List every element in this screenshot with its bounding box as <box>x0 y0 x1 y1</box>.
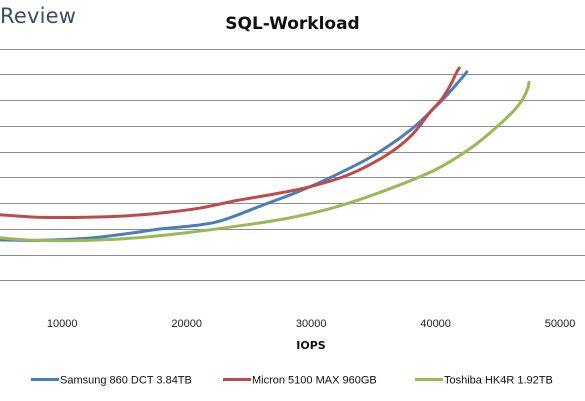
x-tick-40000: 40000 <box>420 318 451 330</box>
brand-logo-text: Review <box>0 4 77 28</box>
legend: Samsung 860 DCT 3.84TB Micron 5100 MAX 96… <box>31 375 553 387</box>
legend-label-3: Toshiba HK4R 1.92TB <box>444 375 553 387</box>
x-tick-50000: 50000 <box>545 318 576 330</box>
legend-label-1: Samsung 860 DCT 3.84TB <box>60 375 192 387</box>
series-line-2 <box>0 66 461 219</box>
x-axis-label: IOPS <box>296 339 326 352</box>
series-line-1 <box>0 70 469 242</box>
legend-label-2: Micron 5100 MAX 960GB <box>252 375 377 387</box>
x-tick-20000: 20000 <box>171 318 202 330</box>
x-tick-10000: 10000 <box>47 318 78 330</box>
series-lines <box>0 66 531 243</box>
chart-title: SQL-Workload <box>225 14 360 34</box>
x-tick-labels: 10000 20000 30000 40000 50000 <box>47 318 575 330</box>
x-tick-30000: 30000 <box>296 318 327 330</box>
series-line-3 <box>0 80 531 243</box>
grid-lines <box>0 49 585 281</box>
